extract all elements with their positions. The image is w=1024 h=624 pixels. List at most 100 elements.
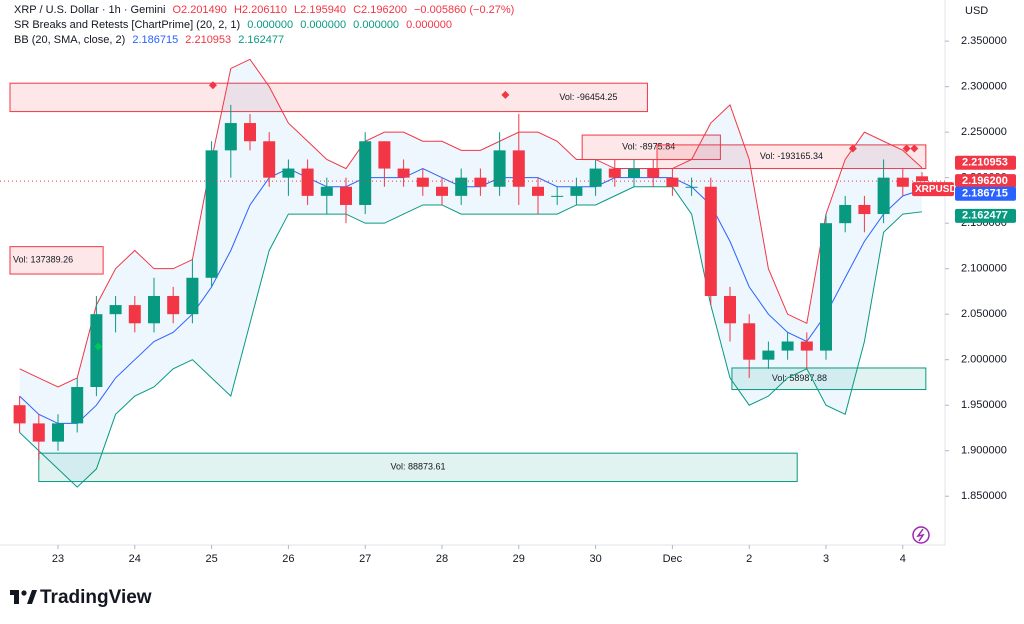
legend-line: XRP / U.S. Dollar · 1h · Gemini O2.20149… [14,4,514,16]
y-tick-label: 2.000000 [961,354,1007,366]
y-tick-label: 1.850000 [961,490,1007,502]
candle-body [628,168,640,178]
candle-body [512,150,525,187]
candle-body [148,295,160,324]
icon-circle[interactable] [912,526,930,544]
candle-body [128,305,141,324]
candle-body [724,295,736,324]
candle-body [858,204,871,215]
last-price-tag-label: 2.196200 [962,175,1008,187]
candle-body [320,186,333,196]
bb-line [19,168,923,424]
ohlc-high: H2.206110 [234,4,287,16]
currency-label: USD [965,5,988,17]
candle-body [916,176,928,182]
candle-body [647,168,660,178]
sr-zone-label: Vol: 58987.88 [772,373,827,383]
ohlc-close: C2.196200 [353,4,407,16]
candle-body [109,305,122,315]
replay-icon[interactable] [912,526,930,544]
sr-zone [38,452,798,483]
y-tick-label: 2.050000 [961,308,1007,320]
indicator-value: 0.000000 [300,19,346,31]
indicator-value: 2.162477 [238,34,284,46]
candle-body [839,204,852,224]
candle-body [244,123,256,142]
candle-body [167,295,180,315]
overlay: 1.850000 1.900000 1.950000 2.000000 2.050000… [52,35,1016,565]
sr-zone-label: Vol: 88873.61 [390,462,445,472]
candle-body [282,168,295,178]
x-tick-label: 25 [205,553,217,565]
x-tick-label: 29 [513,553,525,565]
candle-body [877,177,890,215]
x-tick-label: 24 [129,553,141,565]
lower-band-tag [955,208,1016,223]
x-tick-label: 2 [746,553,752,565]
signal-marker [910,144,919,153]
logo-shape [14,590,19,604]
sr-zone [581,134,721,161]
y-tick-label: 1.950000 [961,399,1007,411]
candle-body [436,186,448,196]
candle-body [301,168,314,196]
candle-body [13,405,26,424]
y-tick-label: 2.250000 [961,126,1007,138]
basis-tag-label: 2.186715 [962,188,1008,200]
legend-line: SR Breaks and Retests [ChartPrime] (20, … [14,19,452,31]
sr-zone-label: Vol: -96454.25 [559,92,617,102]
candle-body [589,168,602,187]
lower-band-tag-label: 2.162477 [962,210,1008,222]
basis-tag [955,186,1016,201]
candle-body [608,168,621,178]
legend-line: BB (20, SMA, close, 2) 2.186715 2.210953… [14,34,284,46]
candle-body [52,423,64,442]
indicator-name: SR Breaks and Retests [ChartPrime] (20, … [14,19,240,31]
sr-zone-label: Vol: -193165.34 [760,151,823,161]
candle-body [32,423,45,442]
y-tick-label: 2.300000 [961,81,1007,93]
candle-body [205,150,218,278]
candle-body [378,141,391,169]
indicator-value: 2.210953 [185,34,231,46]
bb-band-fill [19,59,923,488]
candle-body [532,186,544,196]
ticker-tag-label: XRPUSD [915,184,957,195]
ohlc-change: −0.005860 (−0.27%) [414,4,514,16]
ohlc-open: O2.201490 [172,4,226,16]
candle-body [781,341,794,351]
x-tick-label: 23 [52,553,64,565]
candle-body [762,350,775,360]
sr-zone [9,82,648,113]
candle-body [493,150,506,187]
icon-bolt[interactable] [916,528,925,542]
candle-body [263,141,276,178]
x-tick-label: Dec [663,553,683,565]
upper-band-tag [955,155,1016,170]
candle-body [186,277,199,315]
x-tick-label: 3 [823,553,829,565]
indicator-name: BB (20, SMA, close, 2) [14,34,125,46]
ohlc-low: L2.195940 [294,4,346,16]
candle-body [820,223,832,351]
indicator-value: 0.000000 [247,19,293,31]
signal-marker [94,342,103,351]
candle-body [224,123,237,151]
indicator-value: 0.000000 [406,19,452,31]
y-tick-label: 2.100000 [961,263,1007,275]
x-tick-label: 27 [359,553,371,565]
candle-body [704,186,717,296]
candle-body [743,323,756,360]
sr-zone [9,246,104,275]
upper-band-tag-label: 2.210953 [962,157,1008,169]
candle-body [570,186,583,196]
brand-name: TradingView [40,587,152,608]
candle-body [474,177,487,187]
bb-line [19,58,923,388]
candle-body [455,177,468,196]
bb-line [19,186,923,488]
signal-marker [902,144,911,153]
sr-zone-label: Vol: 137389.26 [13,255,73,265]
x-tick-label: 28 [436,553,448,565]
